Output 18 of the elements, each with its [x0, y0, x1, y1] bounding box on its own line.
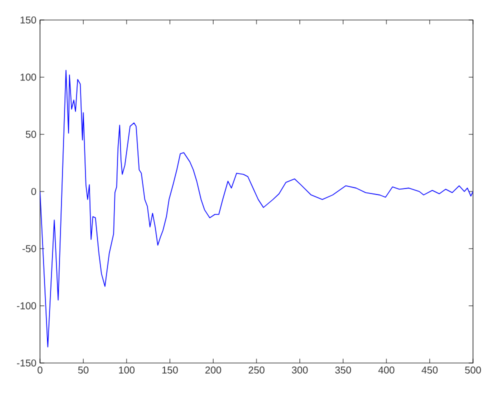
- y-tick-label: 50: [26, 130, 36, 138]
- x-tick-label: 250: [248, 366, 264, 374]
- x-tick-label: 500: [465, 366, 481, 374]
- x-tick-label: 300: [292, 366, 308, 374]
- y-tick-label: 100: [20, 74, 36, 81]
- y-tick-label: -100: [16, 302, 36, 310]
- x-tick-label: 450: [422, 366, 438, 374]
- x-tick-label: 100: [119, 366, 135, 374]
- x-tick-label: 0: [38, 366, 42, 374]
- x-tick-label: 50: [78, 366, 88, 374]
- x-tick-label: 150: [162, 366, 178, 374]
- y-tick-label: -50: [22, 245, 36, 252]
- y-tick-label: -150: [16, 359, 36, 367]
- y-tick-label: 150: [20, 16, 36, 24]
- x-tick-label: 350: [335, 366, 352, 374]
- y-tick-label: 0: [31, 188, 36, 196]
- x-tick-label: 200: [205, 366, 222, 374]
- x-tick-label: 400: [378, 366, 394, 374]
